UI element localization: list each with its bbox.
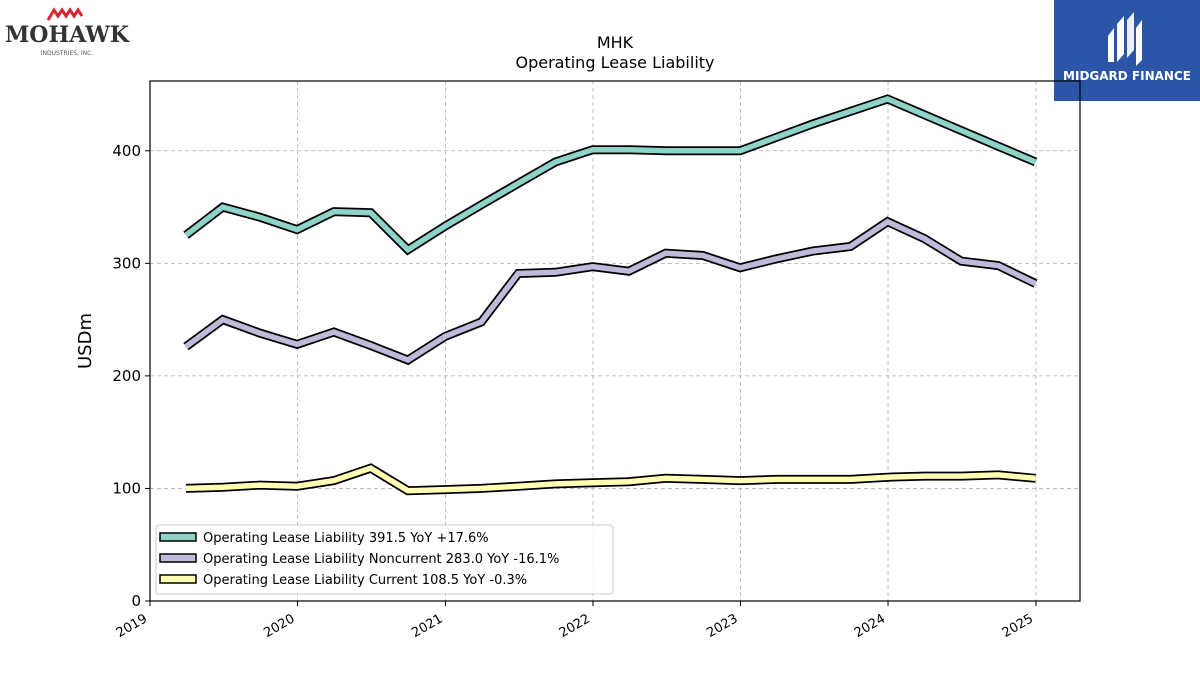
mohawk-subtitle: INDUSTRIES, INC. <box>41 50 94 57</box>
midgard-wordmark: MIDGARD FINANCE <box>1063 69 1191 83</box>
y-tick-label: 200 <box>112 367 141 385</box>
mohawk-wordmark: MOHAWK <box>5 22 130 48</box>
series-line-outline <box>185 463 1036 496</box>
midgard-logo-mark: MIDGARD FINANCE <box>1063 12 1191 83</box>
legend-swatch <box>159 574 197 584</box>
y-tick-label: 0 <box>131 592 141 610</box>
y-axis-label: USDm <box>75 313 96 369</box>
chart-subtitle: Operating Lease Liability <box>515 53 714 72</box>
legend-label: Operating Lease Liability Noncurrent 283… <box>203 552 559 567</box>
x-tick-label: 2024 <box>852 611 888 641</box>
legend: Operating Lease Liability 391.5 YoY +17.… <box>155 524 614 595</box>
x-tick-label: 2019 <box>114 611 150 641</box>
y-tick-label: 400 <box>112 142 141 160</box>
legend-swatch <box>159 532 197 542</box>
x-tick-label: 2021 <box>409 611 445 641</box>
legend-box <box>155 524 614 595</box>
x-tick-label: 2022 <box>557 611 593 641</box>
y-tick-label: 100 <box>112 479 141 497</box>
mohawk-chevron-icon <box>46 7 84 21</box>
chart-title: MHK <box>597 33 634 52</box>
legend-label: Operating Lease Liability Current 108.5 … <box>203 573 527 588</box>
midgard-finance-logo: MIDGARD FINANCE <box>1054 0 1200 101</box>
series-line <box>184 218 1037 364</box>
x-tick-label: 2023 <box>704 611 740 641</box>
legend-swatch <box>159 553 197 563</box>
x-tick-label: 2020 <box>261 611 297 641</box>
series-line <box>184 96 1037 254</box>
plot-frame <box>149 80 1081 602</box>
legend-label: Operating Lease Liability 391.5 YoY +17.… <box>203 531 489 546</box>
series-layer <box>183 94 1038 496</box>
x-tick-label: 2025 <box>1000 611 1036 641</box>
mohawk-logo: MOHAWK INDUSTRIES, INC. <box>4 4 130 60</box>
mohawk-logo-mark: MOHAWK INDUSTRIES, INC. <box>5 7 130 57</box>
series-line <box>185 465 1036 494</box>
midgard-m-icon <box>1108 12 1142 66</box>
y-tick-label: 300 <box>112 254 141 272</box>
